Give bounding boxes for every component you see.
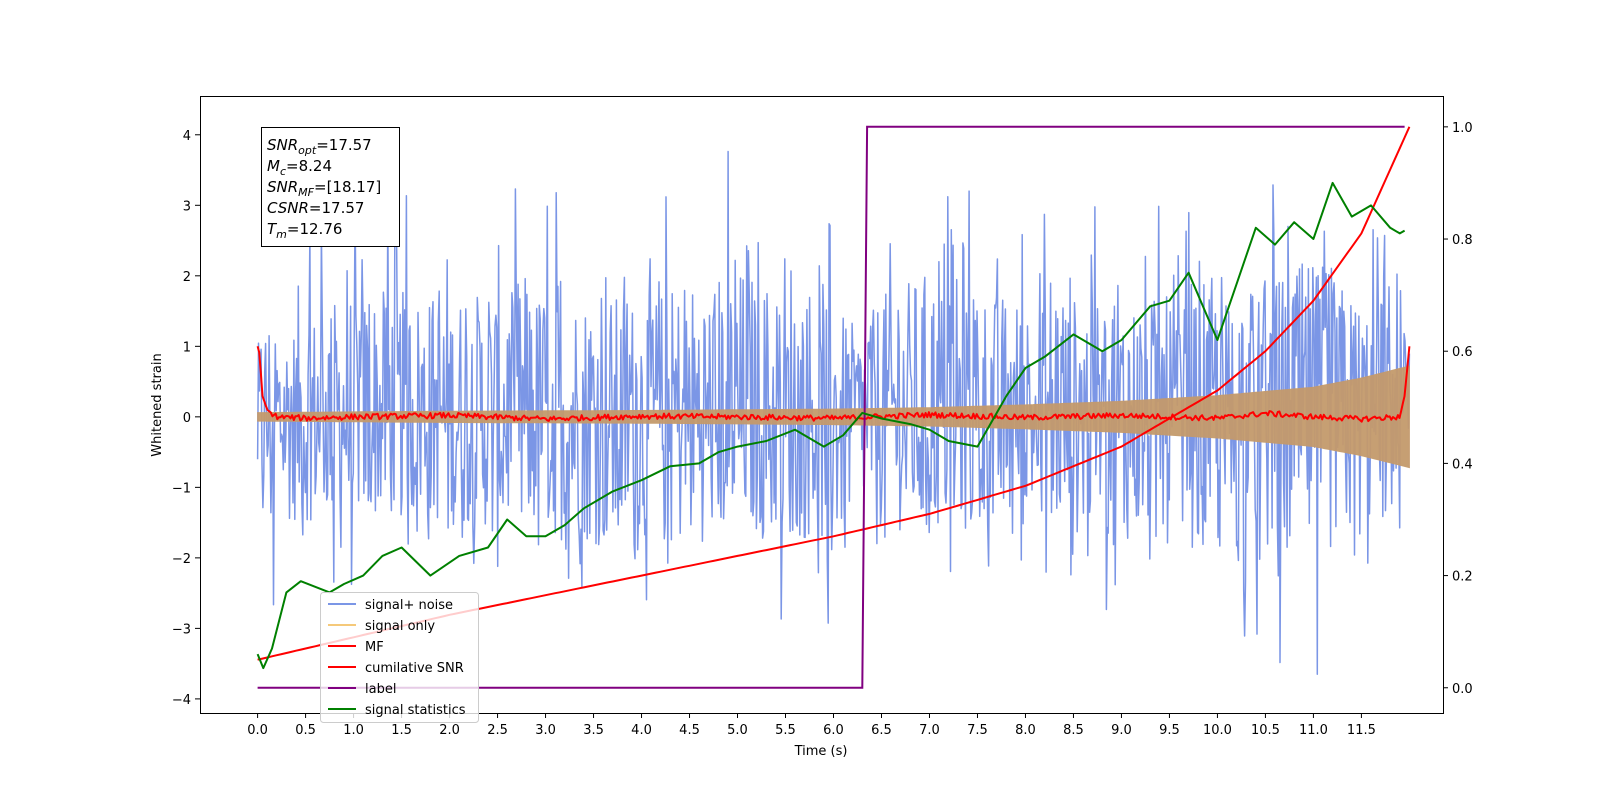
stats-symbol: SNR: [267, 178, 298, 196]
x-tick-label: 3.0: [535, 723, 556, 738]
x-tick-label: 9.5: [1159, 723, 1180, 738]
stats-line: SNRMF=[18.17]: [267, 178, 381, 199]
x-tick-label: 1.0: [343, 723, 364, 738]
x-tick-label: 0.5: [295, 723, 316, 738]
y-axis-label: Whitened strain: [150, 353, 165, 456]
x-tick-label: 2.0: [439, 723, 460, 738]
series-layer: [256, 125, 1411, 689]
legend-label: signal+ noise: [365, 598, 453, 613]
x-tick-label: 6.0: [823, 723, 844, 738]
stats-value: =[18.17]: [314, 178, 381, 196]
y-tick-label: 0: [183, 411, 191, 426]
stats-symbol: CSNR: [267, 199, 309, 217]
x-tick-label: 5.0: [727, 723, 748, 738]
y-axis-right: 1.0 0.8 0.6 0.4 0.2 0.0: [1443, 121, 1473, 697]
y-tick-label: −4: [172, 693, 191, 708]
y-tick-label: 3: [183, 199, 191, 214]
x-tick-label: 11.0: [1299, 723, 1328, 738]
legend-label: label: [365, 682, 396, 697]
stats-line: Mc=8.24: [267, 157, 332, 178]
y-tick-label: −3: [172, 622, 191, 637]
stats-line: CSNR=17.57: [267, 199, 364, 217]
y-tick-label: 1: [183, 340, 191, 355]
stats-symbol: M: [267, 157, 280, 175]
x-tick-label: 6.5: [871, 723, 892, 738]
series-mf: [256, 346, 1411, 423]
x-tick-label: 5.5: [775, 723, 796, 738]
x-tick-label: 3.5: [583, 723, 604, 738]
x-tick-label: 1.5: [391, 723, 412, 738]
series-signal-statistics: [256, 181, 1406, 670]
stats-value: =17.57: [309, 199, 365, 217]
y2-tick-label: 0.0: [1452, 682, 1473, 697]
x-tick-label: 10.5: [1251, 723, 1280, 738]
y-tick-label: 2: [183, 270, 191, 285]
stats-subscript: MF: [298, 186, 314, 199]
stats-line: Tm=12.76: [267, 220, 342, 241]
stats-annotation-box: SNRopt=17.57Mc=8.24SNRMF=[18.17]CSNR=17.…: [261, 127, 400, 247]
legend-frame: [320, 592, 479, 723]
x-axis-label: Time (s): [794, 744, 848, 759]
stats-box-frame: [261, 127, 400, 247]
stats-subscript: opt: [298, 144, 317, 157]
x-tick-label: 2.5: [487, 723, 508, 738]
x-tick-label: 9.0: [1111, 723, 1132, 738]
y-tick-label: −2: [172, 552, 191, 567]
x-axis: 0.0 0.5 1.0 1.5 2.0 2.5 3.0 3.5 4.0 4.5 5.0 5.5 6.0 6…: [247, 713, 1376, 738]
y2-tick-label: 0.2: [1452, 570, 1473, 585]
x-tick-label: 10.0: [1203, 723, 1232, 738]
series-label: [257, 125, 1405, 689]
x-tick-label: 4.5: [679, 723, 700, 738]
legend-label: cumilative SNR: [365, 661, 464, 676]
stats-symbol: T: [267, 220, 278, 238]
stats-value: =17.57: [316, 136, 372, 154]
y2-tick-label: 0.4: [1452, 457, 1473, 472]
y2-tick-label: 1.0: [1452, 121, 1473, 136]
stats-symbol: SNR: [267, 136, 298, 154]
legend: signal+ noise signal only MF cumilative SNR…: [320, 592, 479, 723]
stats-line: SNRopt=17.57: [267, 136, 372, 157]
x-tick-label: 7.0: [919, 723, 940, 738]
legend-label: signal statistics: [365, 703, 466, 718]
legend-label: MF: [365, 640, 384, 655]
x-tick-label: 4.0: [631, 723, 652, 738]
stats-value: =8.24: [286, 157, 332, 175]
legend-label: signal only: [365, 619, 435, 634]
stats-subscript: c: [280, 165, 286, 178]
x-tick-label: 11.5: [1347, 723, 1376, 738]
x-tick-label: 7.5: [967, 723, 988, 738]
y2-tick-label: 0.6: [1452, 345, 1473, 360]
x-tick-label: 8.5: [1063, 723, 1084, 738]
y-tick-label: 4: [183, 129, 191, 144]
y2-tick-label: 0.8: [1452, 233, 1473, 248]
y-tick-label: −1: [172, 481, 191, 496]
x-tick-label: 8.0: [1015, 723, 1036, 738]
stats-subscript: m: [276, 228, 287, 241]
y-axis-left: 4 3 2 1 0 −1 −2 −3 −4: [172, 129, 200, 708]
plot-frame: [200, 96, 1444, 714]
x-tick-label: 0.0: [247, 723, 268, 738]
stats-value: =12.76: [287, 220, 343, 238]
